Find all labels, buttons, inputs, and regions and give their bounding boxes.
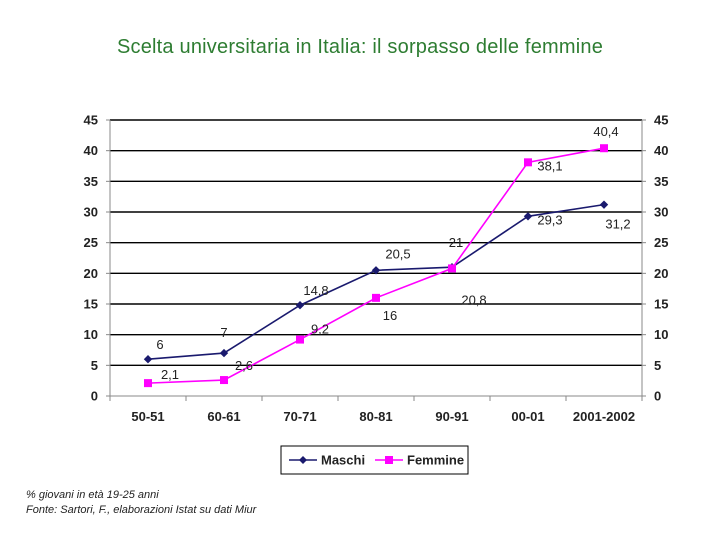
y-tick-label-left: 0	[91, 389, 98, 404]
y-tick-label-left: 10	[84, 327, 98, 342]
data-label-femmine: 16	[383, 308, 397, 323]
series-line-femmine	[147, 147, 605, 384]
data-label-maschi: 14,8	[303, 283, 328, 298]
legend-label-femmine: Femmine	[407, 453, 464, 468]
data-point-femmine	[296, 335, 304, 344]
chart-title: Scelta universitaria in Italia: il sorpa…	[116, 36, 604, 58]
data-point-maschi	[219, 348, 229, 358]
data-label-femmine: 38,1	[537, 158, 562, 173]
y-tick-label-right: 20	[654, 266, 668, 281]
data-point-maschi	[599, 200, 609, 209]
x-tick-label: 80-81	[359, 409, 392, 424]
data-label-maschi: 7	[220, 325, 227, 340]
legend-label-maschi: Maschi	[321, 453, 365, 468]
y-tick-label-right: 30	[654, 205, 668, 220]
data-label-femmine: 2,1	[161, 367, 179, 382]
data-point-femmine	[144, 379, 152, 388]
x-tick-label: 90-91	[435, 409, 468, 424]
data-point-maschi	[143, 355, 153, 364]
data-point-femmine	[372, 293, 380, 302]
data-point-femmine	[448, 264, 456, 273]
data-label-maschi: 6	[156, 337, 163, 352]
y-tick-label-right: 25	[654, 235, 668, 250]
y-tick-label-right: 15	[654, 297, 668, 312]
data-label-femmine: 40,4	[593, 124, 618, 139]
y-tick-label-left: 35	[84, 174, 98, 189]
data-label-maschi: 31,2	[605, 217, 630, 232]
legend-marker-femmine	[385, 456, 393, 464]
y-tick-label-right: 35	[654, 174, 668, 189]
y-tick-label-right: 0	[654, 389, 661, 404]
x-tick-label: 70-71	[283, 409, 316, 424]
y-tick-label-left: 25	[84, 235, 98, 250]
data-label-femmine: 20,8	[461, 292, 486, 307]
data-label-femmine: 2,6	[235, 358, 253, 373]
y-tick-label-left: 15	[84, 297, 98, 312]
footnote-line-2: Fonte: Sartori, F., elaborazioni Istat s…	[26, 504, 257, 516]
data-label-maschi: 20,5	[385, 246, 410, 261]
legend-marker-maschi	[299, 456, 307, 464]
data-point-femmine	[600, 144, 608, 153]
series-line-maschi	[147, 203, 605, 360]
y-tick-label-left: 40	[84, 143, 98, 158]
data-label-maschi: 29,3	[537, 212, 562, 227]
y-tick-label-left: 20	[84, 266, 98, 281]
y-tick-label-right: 45	[654, 113, 668, 128]
data-label-maschi: 21	[449, 235, 463, 250]
x-tick-label: 60-61	[207, 409, 240, 424]
y-tick-label-left: 5	[91, 358, 98, 373]
x-tick-label: 2001-2002	[573, 409, 635, 424]
y-tick-label-right: 10	[654, 327, 668, 342]
data-point-maschi	[295, 301, 305, 310]
y-tick-label-left: 45	[84, 113, 98, 128]
footnote-line-1: % giovani in età 19-25 anni	[26, 489, 159, 501]
data-label-femmine: 9,2	[311, 322, 329, 337]
data-point-maschi	[371, 266, 381, 275]
data-point-femmine	[220, 376, 228, 385]
y-tick-label-right: 40	[654, 143, 668, 158]
y-tick-label-right: 5	[654, 358, 661, 373]
data-point-femmine	[524, 158, 532, 167]
y-tick-label-left: 30	[84, 205, 98, 220]
footnote: % giovani in età 19-25 anni Fonte: Sarto…	[26, 488, 256, 518]
data-point-maschi	[523, 212, 533, 221]
x-tick-label: 00-01	[511, 409, 544, 424]
x-tick-label: 50-51	[131, 409, 164, 424]
